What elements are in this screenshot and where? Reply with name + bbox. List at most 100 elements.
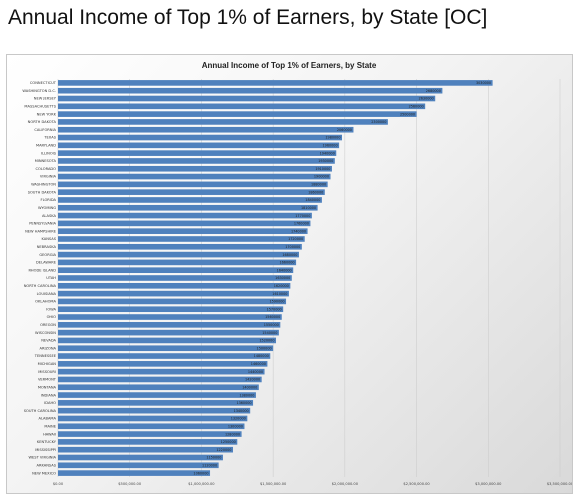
data-label: 1740000: [291, 229, 306, 233]
bar: [58, 80, 493, 86]
data-label: 1560000: [265, 315, 280, 319]
category-label: TEXAS: [43, 136, 56, 140]
category-label: ALABAMA: [39, 417, 57, 421]
bar: [58, 368, 265, 375]
x-tick-label: $1,500,000.00: [260, 482, 287, 486]
category-label: KANSAS: [41, 237, 56, 241]
bar: [58, 298, 287, 305]
category-label: WASHINGTON D.C.: [22, 89, 56, 93]
data-label: 2500000: [400, 112, 415, 116]
category-label: NORTH CAROLINA: [24, 284, 57, 288]
category-label: LOUISIANA: [37, 292, 57, 296]
bar: [58, 306, 284, 313]
data-label: 1940000: [320, 151, 335, 155]
category-label: NORTH DAKOTA: [28, 120, 57, 124]
category-label: MICHIGAN: [38, 362, 57, 366]
bar: [58, 165, 332, 172]
data-label: 1620000: [274, 284, 289, 288]
data-label: 1360000: [236, 401, 251, 405]
bar: [58, 415, 248, 422]
bar: [58, 189, 325, 195]
category-label: MASSACHUSETTS: [24, 105, 56, 109]
bar: [58, 228, 308, 234]
data-label: 2680000: [426, 89, 441, 93]
x-tick-label: $1,000,000.00: [188, 482, 215, 486]
bar: [58, 431, 242, 437]
chart-title: Annual Income of Top 1% of Earners, by S…: [202, 61, 377, 70]
data-labels: 3030000 2680000 2630000 2560000 2500000 23000…: [193, 81, 491, 475]
bar: [58, 384, 259, 391]
bars: [58, 80, 493, 476]
data-label: 1770000: [295, 214, 310, 218]
category-label: HAWAII: [43, 432, 56, 436]
category-label: NEBRASKA: [37, 245, 57, 249]
bar: [58, 134, 342, 141]
data-label: 2060000: [337, 128, 352, 132]
bar: [58, 158, 335, 164]
bar: [58, 322, 281, 328]
data-label: 1300000: [228, 424, 243, 428]
category-label: UTAH: [46, 276, 56, 280]
data-label: 1400000: [242, 385, 257, 389]
category-label: DELAWARE: [36, 261, 57, 265]
category-label: PENNSYLVANIA: [29, 222, 56, 226]
x-tick-label: $3,500,000.00: [547, 482, 572, 486]
bar: [58, 150, 337, 156]
data-label: 1280000: [225, 432, 240, 436]
category-label: FLORIDA: [41, 198, 57, 202]
category-label: NEW HAMPSHIRE: [25, 229, 57, 233]
bar: [58, 259, 297, 266]
category-label: CONNECTICUT: [30, 81, 57, 85]
category-label: OREGON: [40, 323, 56, 327]
category-label: ALASKA: [42, 214, 57, 218]
data-label: 1250000: [221, 440, 236, 444]
category-label: MONTANA: [38, 385, 57, 389]
bar: [58, 290, 289, 297]
data-label: 1440000: [248, 370, 263, 374]
category-label: KENTUCKY: [37, 440, 57, 444]
bar-chart: Annual Income of Top 1% of Earners, by S…: [22, 61, 572, 486]
bar: [58, 376, 262, 383]
data-label: 1570000: [267, 307, 282, 311]
data-label: 1640000: [277, 268, 292, 272]
category-label: ILLINOIS: [41, 151, 57, 155]
page-title: Annual Income of Top 1% of Earners, by S…: [8, 6, 488, 29]
category-label: ARKANSAS: [37, 463, 57, 467]
data-label: 1500000: [257, 346, 272, 350]
bar: [58, 353, 271, 359]
category-label: OHIO: [47, 315, 57, 319]
bar: [58, 251, 299, 258]
data-label: 1630000: [275, 276, 290, 280]
bar: [58, 275, 292, 281]
bar: [58, 462, 219, 469]
bar: [58, 267, 294, 274]
data-label: 1340000: [234, 409, 249, 413]
bar: [58, 400, 254, 406]
x-tick-label: $500,000.00: [118, 482, 142, 486]
data-label: 1420000: [245, 378, 260, 382]
category-label: NEVADA: [41, 339, 56, 343]
bar: [58, 95, 436, 102]
data-label: 1700000: [285, 245, 300, 249]
category-label: ARIZONA: [40, 346, 57, 350]
data-label: 1520000: [259, 339, 274, 343]
data-label: 2300000: [371, 120, 386, 124]
bar: [58, 111, 417, 117]
data-label: 1540000: [262, 331, 277, 335]
category-label: NEW JERSEY: [34, 97, 57, 101]
bar: [58, 126, 354, 133]
category-label: SOUTH CAROLINA: [24, 409, 57, 413]
category-label: TENNESSEE: [34, 354, 57, 358]
bar: [58, 407, 251, 414]
category-label: MARYLAND: [36, 144, 56, 148]
x-tick-label: $2,000,000.00: [332, 482, 359, 486]
bar: [58, 212, 312, 219]
data-label: 1960000: [323, 144, 338, 148]
bar: [58, 282, 291, 289]
category-labels: CONNECTICUT WASHINGTON D.C. NEW JERSEY MASS…: [22, 81, 56, 475]
category-label: VERMONT: [38, 378, 57, 382]
category-label: NEW YORK: [37, 112, 57, 116]
bar: [58, 173, 331, 180]
category-label: WYOMING: [38, 206, 56, 210]
category-label: IDAHO: [44, 401, 56, 405]
